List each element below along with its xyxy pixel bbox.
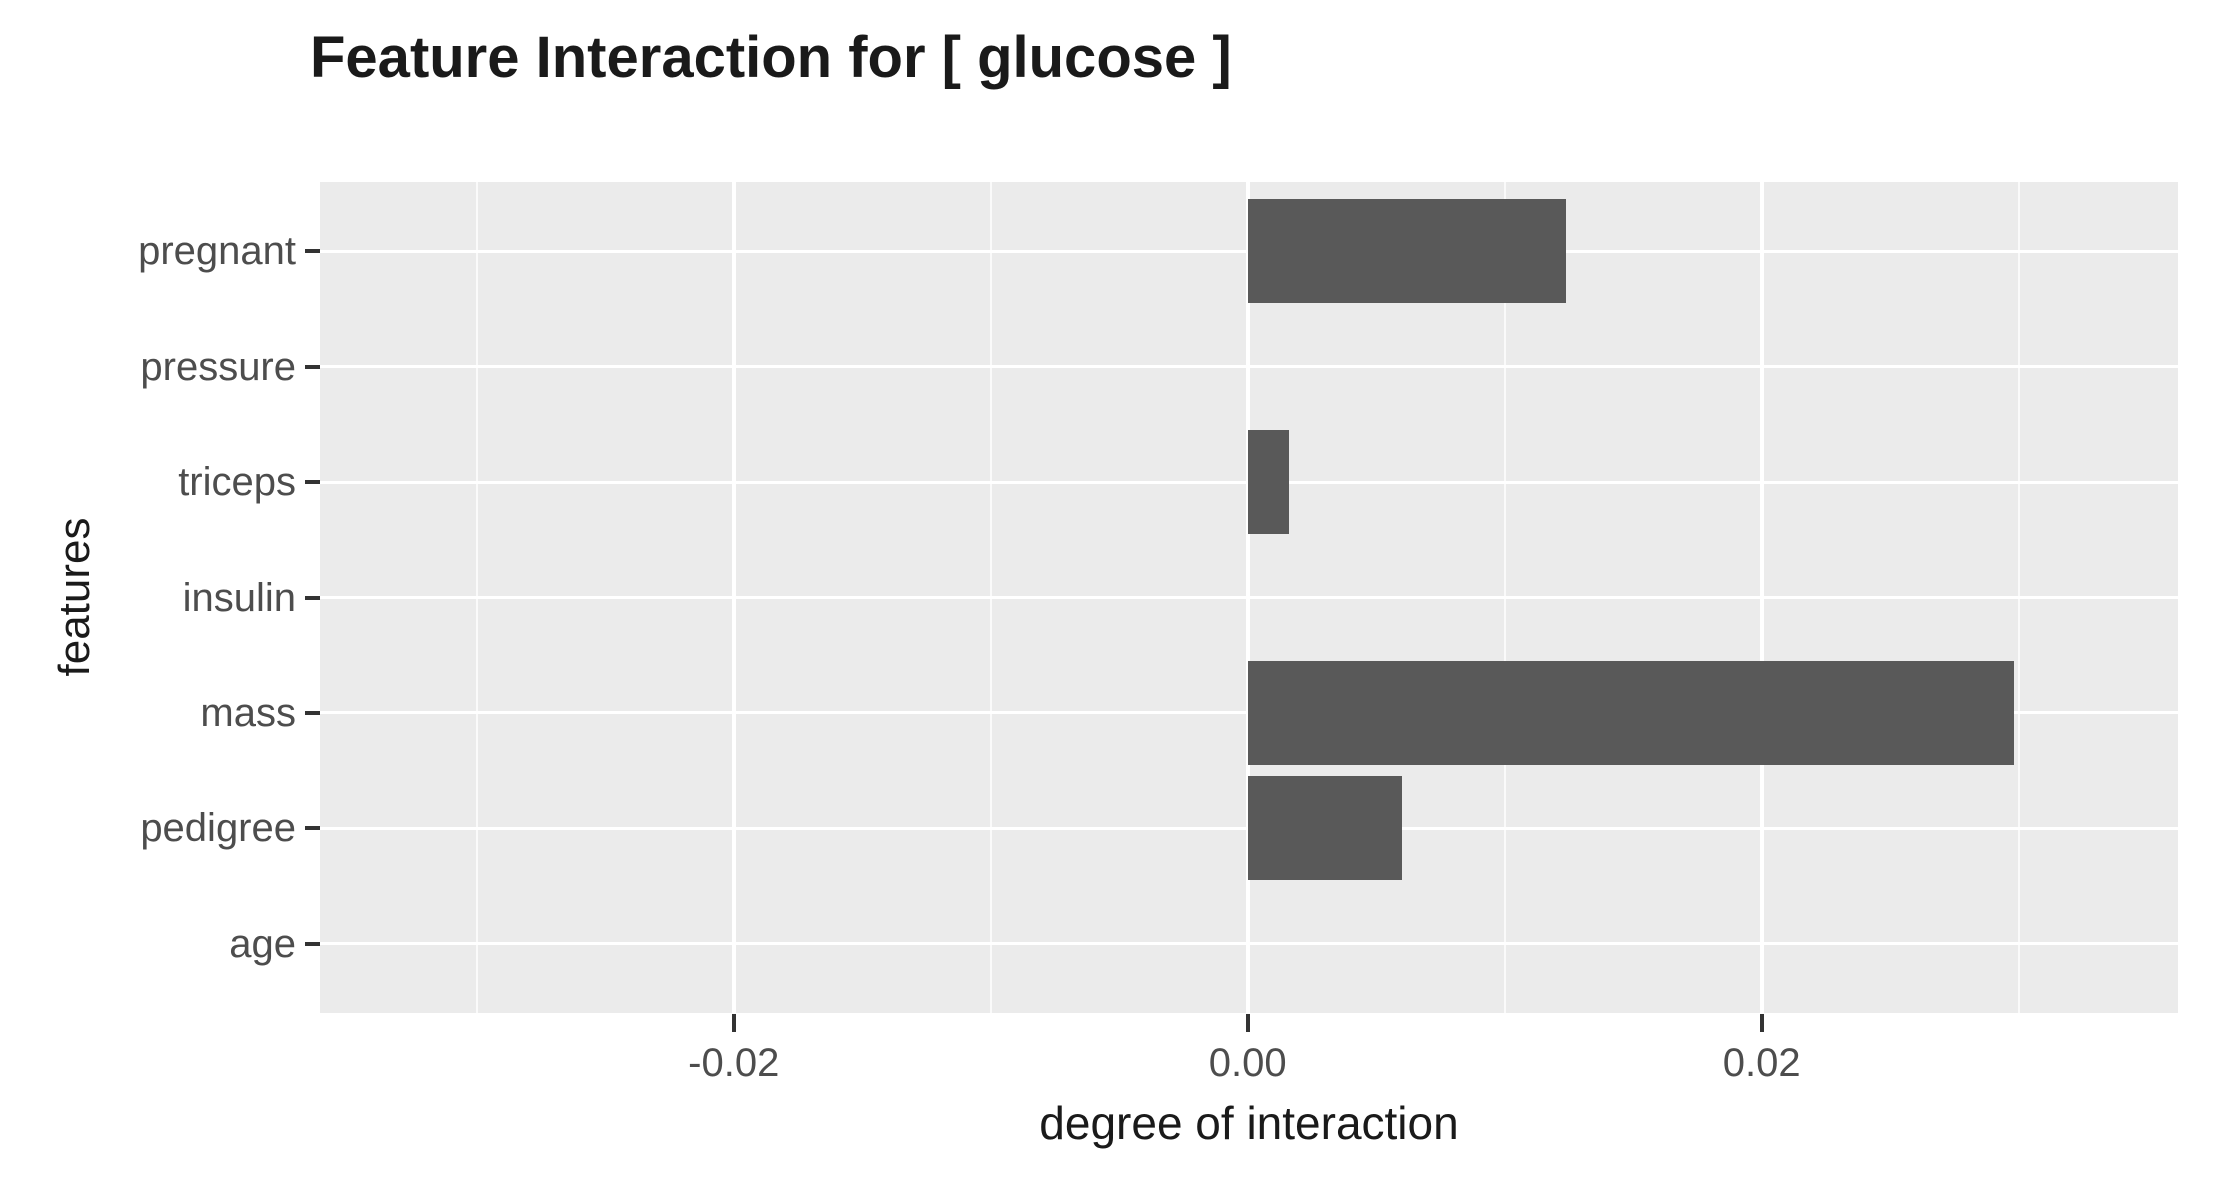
chart-title: Feature Interaction for [ glucose ] (310, 25, 1232, 90)
y-tick-mark (305, 826, 320, 831)
x-axis-title: degree of interaction (1039, 1097, 1459, 1149)
y-tick-label-mass: mass (200, 690, 296, 735)
y-tick-mark (305, 595, 320, 600)
plot-panel (320, 182, 2178, 1013)
y-tick-mark (305, 480, 320, 485)
gridline-major-h (320, 365, 2178, 369)
bar-pregnant (1247, 199, 1567, 304)
y-tick-label-insulin: insulin (182, 575, 296, 620)
x-tick-label: 0.00 (1208, 1041, 1287, 1085)
y-tick-label-pedigree: pedigree (140, 806, 296, 851)
y-tick-mark (305, 710, 320, 715)
y-tick-label-pressure: pressure (140, 344, 296, 389)
y-tick-label-triceps: triceps (178, 460, 296, 505)
y-tick-label-pregnant: pregnant (138, 229, 296, 274)
y-tick-mark (305, 941, 320, 946)
x-tick-mark (731, 1014, 736, 1032)
x-tick-mark (1759, 1014, 1764, 1032)
gridline-major-h (320, 596, 2178, 599)
gridline-major-h (320, 942, 2178, 946)
y-tick-label-age: age (229, 921, 296, 966)
bar-mass (1247, 660, 2014, 765)
y-tick-mark (305, 249, 320, 254)
y-tick-mark (305, 364, 320, 369)
bar-triceps (1247, 430, 1289, 535)
x-tick-label: -0.02 (688, 1041, 780, 1085)
x-tick-label: 0.02 (1722, 1041, 1801, 1085)
x-tick-mark (1245, 1014, 1250, 1032)
bar-pedigree (1247, 776, 1402, 881)
